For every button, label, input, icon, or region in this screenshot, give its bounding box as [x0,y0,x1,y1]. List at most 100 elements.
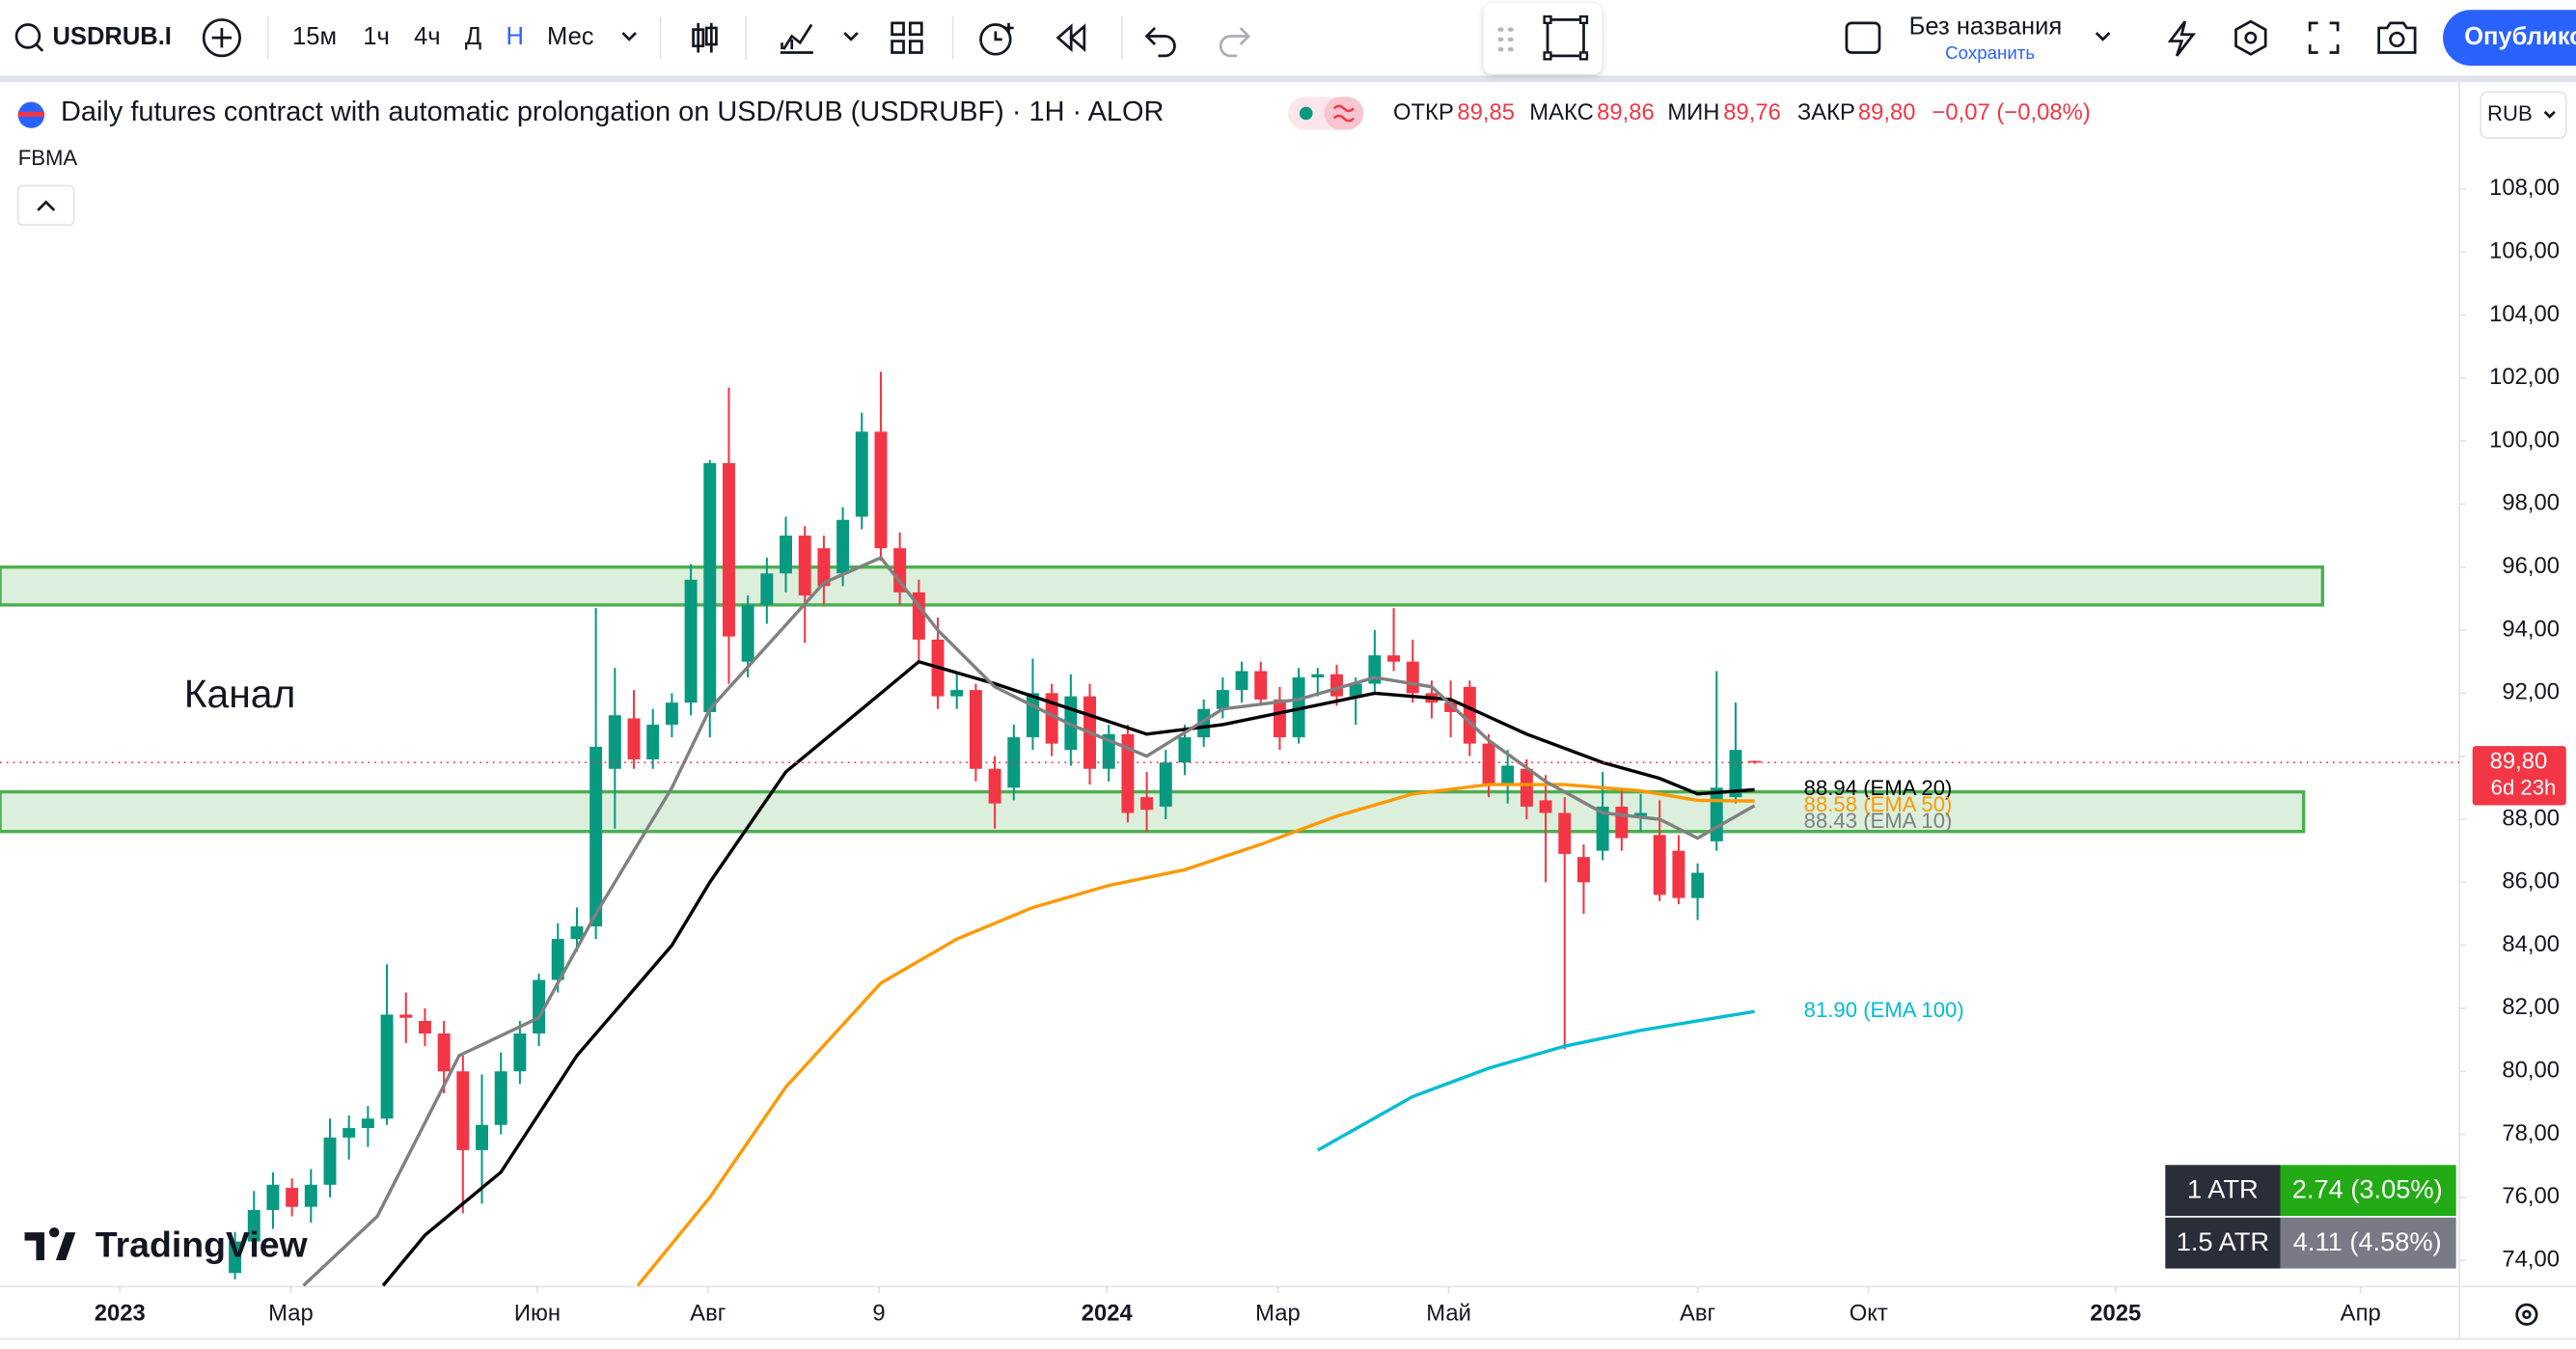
candle-body [1615,806,1629,839]
candle-body [1444,702,1458,712]
collapse-button[interactable] [16,184,75,227]
x-tick-label: Июн [514,1301,561,1327]
candle-body [418,1020,431,1034]
currency-select[interactable] [2480,91,2567,139]
y-tick-label: 80,00 [2502,1058,2560,1084]
price-change: −0,07 (−0,08%) [1932,99,2090,125]
candle-body [247,1209,260,1242]
x-tick-label: 2023 [95,1301,146,1327]
table-cell [2280,1165,2456,1217]
y-tick-label: 84,00 [2502,931,2560,957]
y-tick-label: 102,00 [2489,364,2560,390]
candle-body [304,1184,317,1207]
table-text: 1 ATR [2187,1174,2259,1204]
interval[interactable]: 1ч [363,23,390,50]
candle-body [1691,872,1705,898]
candle-body [893,548,907,592]
candle-body [1216,690,1229,709]
ema-label: 88.58 (EMA 50) [1804,792,1953,816]
candle-body [1330,674,1343,697]
undo-icon[interactable] [1144,26,1176,58]
symbol[interactable]: USDRUB.I [52,23,171,50]
table-cell [2165,1217,2281,1269]
indicators-icon[interactable] [780,23,813,54]
interval[interactable]: Д [465,23,481,50]
interval-active[interactable]: Н [506,23,523,50]
drag-handle[interactable] [1497,27,1514,52]
ema-line [381,659,1755,1287]
axes: 74,00 76,00 78,00 80,00 82,00 84,00 86,00 88,00… [95,175,2560,1326]
table-cell [2165,1165,2281,1217]
candle-body [1406,661,1419,694]
candle-body [476,1124,488,1150]
x-tick-label: Мар [268,1301,314,1327]
candle-body [1349,683,1362,697]
layout-menu[interactable] [2095,32,2111,41]
y-tick-label: 74,00 [2502,1246,2560,1272]
candle-body [1178,737,1192,763]
data-delay-icon [1332,104,1355,123]
layout-name[interactable]: Без названия [1909,14,2063,41]
publish-label[interactable]: Опублико [2464,23,2576,50]
y-tick-label: 86,00 [2502,868,2560,895]
publish-button[interactable] [2443,10,2576,67]
candle-body [1140,797,1154,811]
indicators-menu[interactable] [843,32,859,41]
candle-body [969,690,982,769]
instrument-title: Daily futures contract with automatic pr… [61,96,1164,127]
settings-icon[interactable] [2234,19,2267,56]
fullscreen-icon[interactable] [2308,21,2340,54]
candle-body [361,1118,374,1129]
redo-icon[interactable] [1219,26,1251,58]
currency[interactable]: RUB [2487,101,2533,125]
quick-search-icon[interactable] [2167,20,2197,57]
replay-icon[interactable] [1055,23,1086,53]
interval[interactable]: 15м [292,23,337,50]
layouts-icon[interactable] [891,21,923,54]
indicator-name[interactable]: FBMA [18,146,78,170]
currency-menu [2543,110,2556,119]
candle-body [1121,733,1135,813]
alert-icon[interactable] [979,23,1012,56]
y-tick-label: 100,00 [2489,427,2560,453]
search-icon[interactable] [14,23,41,49]
candle-body [874,431,888,549]
candle-body [1653,835,1666,895]
candle-body [513,1033,527,1072]
toolbar [0,0,2576,76]
candle-body [1387,655,1401,662]
candle-body [741,604,754,662]
layout-icon[interactable] [1845,21,1881,54]
settings-icon-dot [2244,31,2258,44]
candle-body [1273,699,1286,738]
candle-body [1539,800,1552,813]
candle-body [456,1071,470,1150]
candle-body [855,431,868,517]
ohlc-label: МАКС [1529,99,1594,125]
y-tick-label: 76,00 [2502,1183,2560,1209]
interval[interactable]: 4ч [414,23,441,50]
add-symbol[interactable] [202,18,241,58]
candle-body [1672,850,1685,898]
screenshot-icon[interactable] [2377,21,2417,54]
ema-label: 88.94 (EMA 20) [1804,776,1953,800]
candle-body [988,768,1001,804]
interval[interactable]: Мес [547,23,594,50]
rectangle-tool[interactable] [1546,18,1585,58]
candles-icon[interactable] [692,22,718,53]
rectangle-tool-handles [1543,14,1589,61]
candle-body [1576,857,1590,883]
y-tick-label: 94,00 [2502,616,2560,642]
ema-line [302,555,1756,1287]
interval-menu[interactable] [621,32,637,41]
candle-body [798,536,811,596]
candle-body [665,702,678,726]
save-label[interactable]: Сохранить [1945,42,2035,63]
x-tick-label: 9 [872,1301,885,1327]
candle-body [1463,686,1476,744]
candle-body [286,1188,299,1207]
axis-settings[interactable] [2515,1303,2538,1326]
logo-mark [24,1227,76,1261]
ohlc-label: ЗАКР [1797,99,1855,125]
